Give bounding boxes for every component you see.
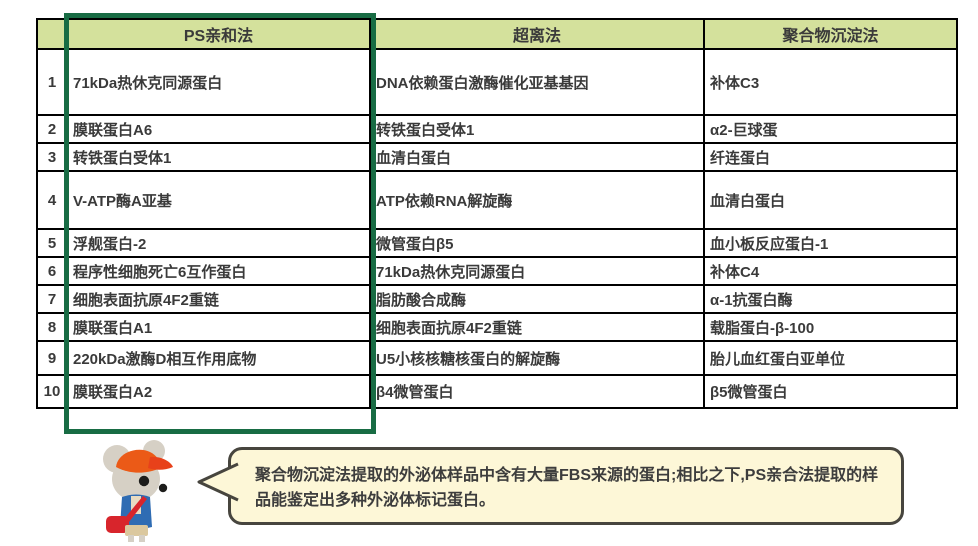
protein-cell: U5小核核糖核蛋白的解旋酶 [369,340,705,376]
corner-cell [36,18,68,50]
protein-cell: 纤连蛋白 [703,142,958,172]
protein-cell: β4微管蛋白 [369,374,705,409]
protein-cell: 细胞表面抗原4F2重链 [369,312,705,342]
speech-bubble-tail [197,462,239,502]
protein-cell: 浮舰蛋白-2 [66,228,371,258]
protein-comparison-table: PS亲和法 超离法 聚合物沉淀法 1 71kDa热休克同源蛋白 DNA依赖蛋白激酶催… [36,18,958,409]
row-number: 5 [36,228,68,258]
protein-cell: 载脂蛋白-β-100 [703,312,958,342]
column-header-ultracentrifugation: 超离法 [369,18,705,50]
protein-cell: α2-巨球蛋 [703,114,958,144]
row-number: 10 [36,374,68,409]
table-row: 10 膜联蛋白A2 β4微管蛋白 β5微管蛋白 [36,374,958,409]
protein-cell: 71kDa热休克同源蛋白 [369,256,705,286]
protein-cell: 膜联蛋白A2 [66,374,371,409]
protein-cell: 血小板反应蛋白-1 [703,228,958,258]
row-number: 1 [36,48,68,116]
protein-cell: 胎儿血红蛋白亚单位 [703,340,958,376]
protein-cell: ATP依赖RNA解旋酶 [369,170,705,230]
protein-cell: 程序性细胞死亡6互作蛋白 [66,256,371,286]
row-number: 4 [36,170,68,230]
protein-cell: α-1抗蛋白酶 [703,284,958,314]
row-number: 6 [36,256,68,286]
protein-cell: 补体C4 [703,256,958,286]
table-row: 9 220kDa激酶D相互作用底物 U5小核核糖核蛋白的解旋酶 胎儿血红蛋白亚单位 [36,340,958,376]
protein-cell: 转铁蛋白受体1 [66,142,371,172]
column-header-polymer-precipitation: 聚合物沉淀法 [703,18,958,50]
table-row: 5 浮舰蛋白-2 微管蛋白β5 血小板反应蛋白-1 [36,228,958,258]
protein-cell: 血清白蛋白 [703,170,958,230]
table-row: 6 程序性细胞死亡6互作蛋白 71kDa热休克同源蛋白 补体C4 [36,256,958,286]
table-row: 3 转铁蛋白受体1 血清白蛋白 纤连蛋白 [36,142,958,172]
table-row: 8 膜联蛋白A1 细胞表面抗原4F2重链 载脂蛋白-β-100 [36,312,958,342]
protein-cell: 220kDa激酶D相互作用底物 [66,340,371,376]
protein-cell: 71kDa热休克同源蛋白 [66,48,371,116]
protein-cell: 膜联蛋白A6 [66,114,371,144]
row-number: 9 [36,340,68,376]
row-number: 7 [36,284,68,314]
protein-cell: 补体C3 [703,48,958,116]
protein-cell: 细胞表面抗原4F2重链 [66,284,371,314]
protein-cell: 脂肪酸合成酶 [369,284,705,314]
protein-cell: 转铁蛋白受体1 [369,114,705,144]
table-body: 1 71kDa热休克同源蛋白 DNA依赖蛋白激酶催化亚基基因 补体C3 2 膜联蛋白A6 转… [36,48,958,409]
table-row: 4 V-ATP酶A亚基 ATP依赖RNA解旋酶 血清白蛋白 [36,170,958,230]
header-row: PS亲和法 超离法 聚合物沉淀法 [36,18,958,50]
row-number: 8 [36,312,68,342]
column-header-ps-affinity: PS亲和法 [66,18,371,50]
note-speech-bubble: 聚合物沉淀法提取的外泌体样品中含有大量FBS来源的蛋白;相比之下,PS亲合法提取… [228,447,904,525]
protein-cell: β5微管蛋白 [703,374,958,409]
table-row: 7 细胞表面抗原4F2重链 脂肪酸合成酶 α-1抗蛋白酶 [36,284,958,314]
table-row: 2 膜联蛋白A6 转铁蛋白受体1 α2-巨球蛋 [36,114,958,144]
protein-cell: 血清白蛋白 [369,142,705,172]
row-number: 2 [36,114,68,144]
protein-cell: V-ATP酶A亚基 [66,170,371,230]
table-header: PS亲和法 超离法 聚合物沉淀法 [36,18,958,50]
table-row: 1 71kDa热休克同源蛋白 DNA依赖蛋白激酶催化亚基基因 补体C3 [36,48,958,116]
protein-cell: DNA依赖蛋白激酶催化亚基基因 [369,48,705,116]
protein-cell: 膜联蛋白A1 [66,312,371,342]
protein-cell: 微管蛋白β5 [369,228,705,258]
note-text: 聚合物沉淀法提取的外泌体样品中含有大量FBS来源的蛋白;相比之下,PS亲合法提取… [255,467,879,509]
mouse-mascot-icon [103,440,173,542]
row-number: 3 [36,142,68,172]
